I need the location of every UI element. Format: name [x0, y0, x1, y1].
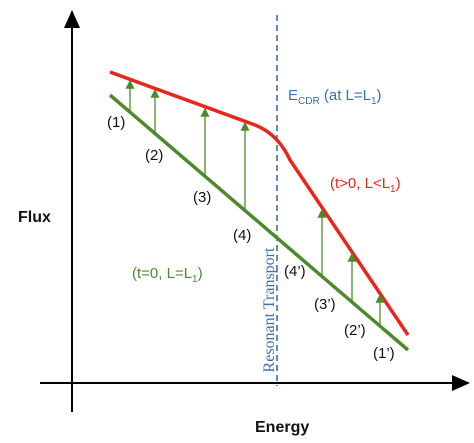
red-curve — [109, 70, 410, 336]
point-label: (1’) — [373, 345, 395, 362]
green-points: (1) (2) (3) (4) — [107, 114, 251, 244]
red-label: (t>0, L<L1) — [330, 175, 401, 195]
point-label: (3) — [193, 189, 211, 206]
ecdr-label: ECDR (at L=L1) — [288, 87, 382, 107]
green-label: (t=0, L=L1) — [132, 265, 203, 285]
point-label: (4) — [233, 227, 251, 244]
arrows — [125, 79, 385, 326]
point-label: (1) — [107, 114, 125, 131]
resonant-label: Resonant Transport — [261, 247, 278, 372]
red-points: (4’) (3’) (2’) (1’) — [284, 263, 395, 362]
point-label: (2’) — [344, 322, 366, 339]
x-label: Energy — [255, 419, 309, 436]
y-label: Flux — [18, 209, 51, 226]
green-line — [108, 93, 410, 352]
point-label: (4’) — [284, 263, 306, 280]
point-label: (3’) — [314, 296, 336, 313]
point-label: (2) — [145, 147, 163, 164]
